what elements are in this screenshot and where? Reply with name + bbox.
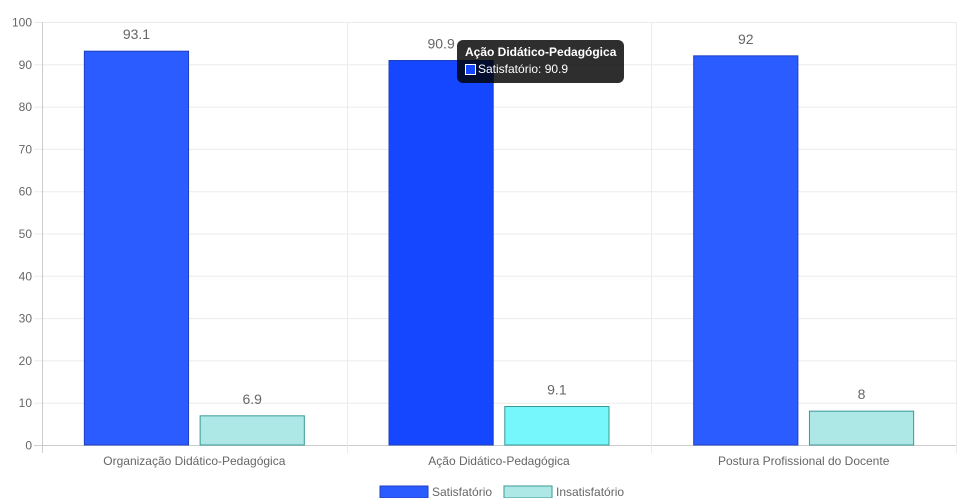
y-tick-label: 10 xyxy=(19,396,33,410)
y-tick-label: 70 xyxy=(19,142,33,156)
data-label: 6.9 xyxy=(242,391,262,407)
legend-label: Insatisfatório xyxy=(556,485,624,498)
x-tick-label: Organização Didático-Pedagógica xyxy=(103,454,285,468)
data-label: 92 xyxy=(738,31,754,47)
legend-label: Satisfatório xyxy=(432,485,492,498)
tooltip-title: Ação Didático-Pedagógica xyxy=(465,45,617,59)
bar-insatisfatorio xyxy=(808,410,915,446)
y-tick-label: 40 xyxy=(19,269,33,283)
y-tick-label: 30 xyxy=(19,312,33,326)
tooltip-swatch xyxy=(465,64,476,75)
data-label: 93.1 xyxy=(123,26,150,42)
bar-insatisfatorio xyxy=(199,415,305,446)
x-tick-label: Postura Profissional do Docente xyxy=(718,454,890,468)
y-tick-label: 50 xyxy=(19,227,33,241)
bar-satisfatorio xyxy=(388,59,494,446)
bar-satisfatorio xyxy=(693,55,799,446)
tooltip-row: Satisfatório: 90.9 xyxy=(465,62,616,77)
data-label: 8 xyxy=(858,386,866,402)
tooltip-text: Satisfatório: 90.9 xyxy=(478,62,569,76)
data-label: 9.1 xyxy=(547,382,567,398)
y-tick-label: 20 xyxy=(19,354,33,368)
y-tick-label: 90 xyxy=(19,58,33,72)
y-tick-label: 80 xyxy=(19,100,33,114)
tooltip: Ação Didático-Pedagógica Satisfatório: 9… xyxy=(457,40,625,83)
data-label: 90.9 xyxy=(427,35,454,51)
y-tick-label: 0 xyxy=(25,439,32,453)
bar-satisfatorio xyxy=(83,50,190,446)
x-tick-label: Ação Didático-Pedagógica xyxy=(428,454,570,468)
legend-swatch xyxy=(503,485,553,498)
legend-swatch xyxy=(379,485,429,498)
y-tick-label: 100 xyxy=(12,16,32,30)
y-tick-label: 60 xyxy=(19,185,33,199)
bar-insatisfatorio xyxy=(504,406,610,446)
